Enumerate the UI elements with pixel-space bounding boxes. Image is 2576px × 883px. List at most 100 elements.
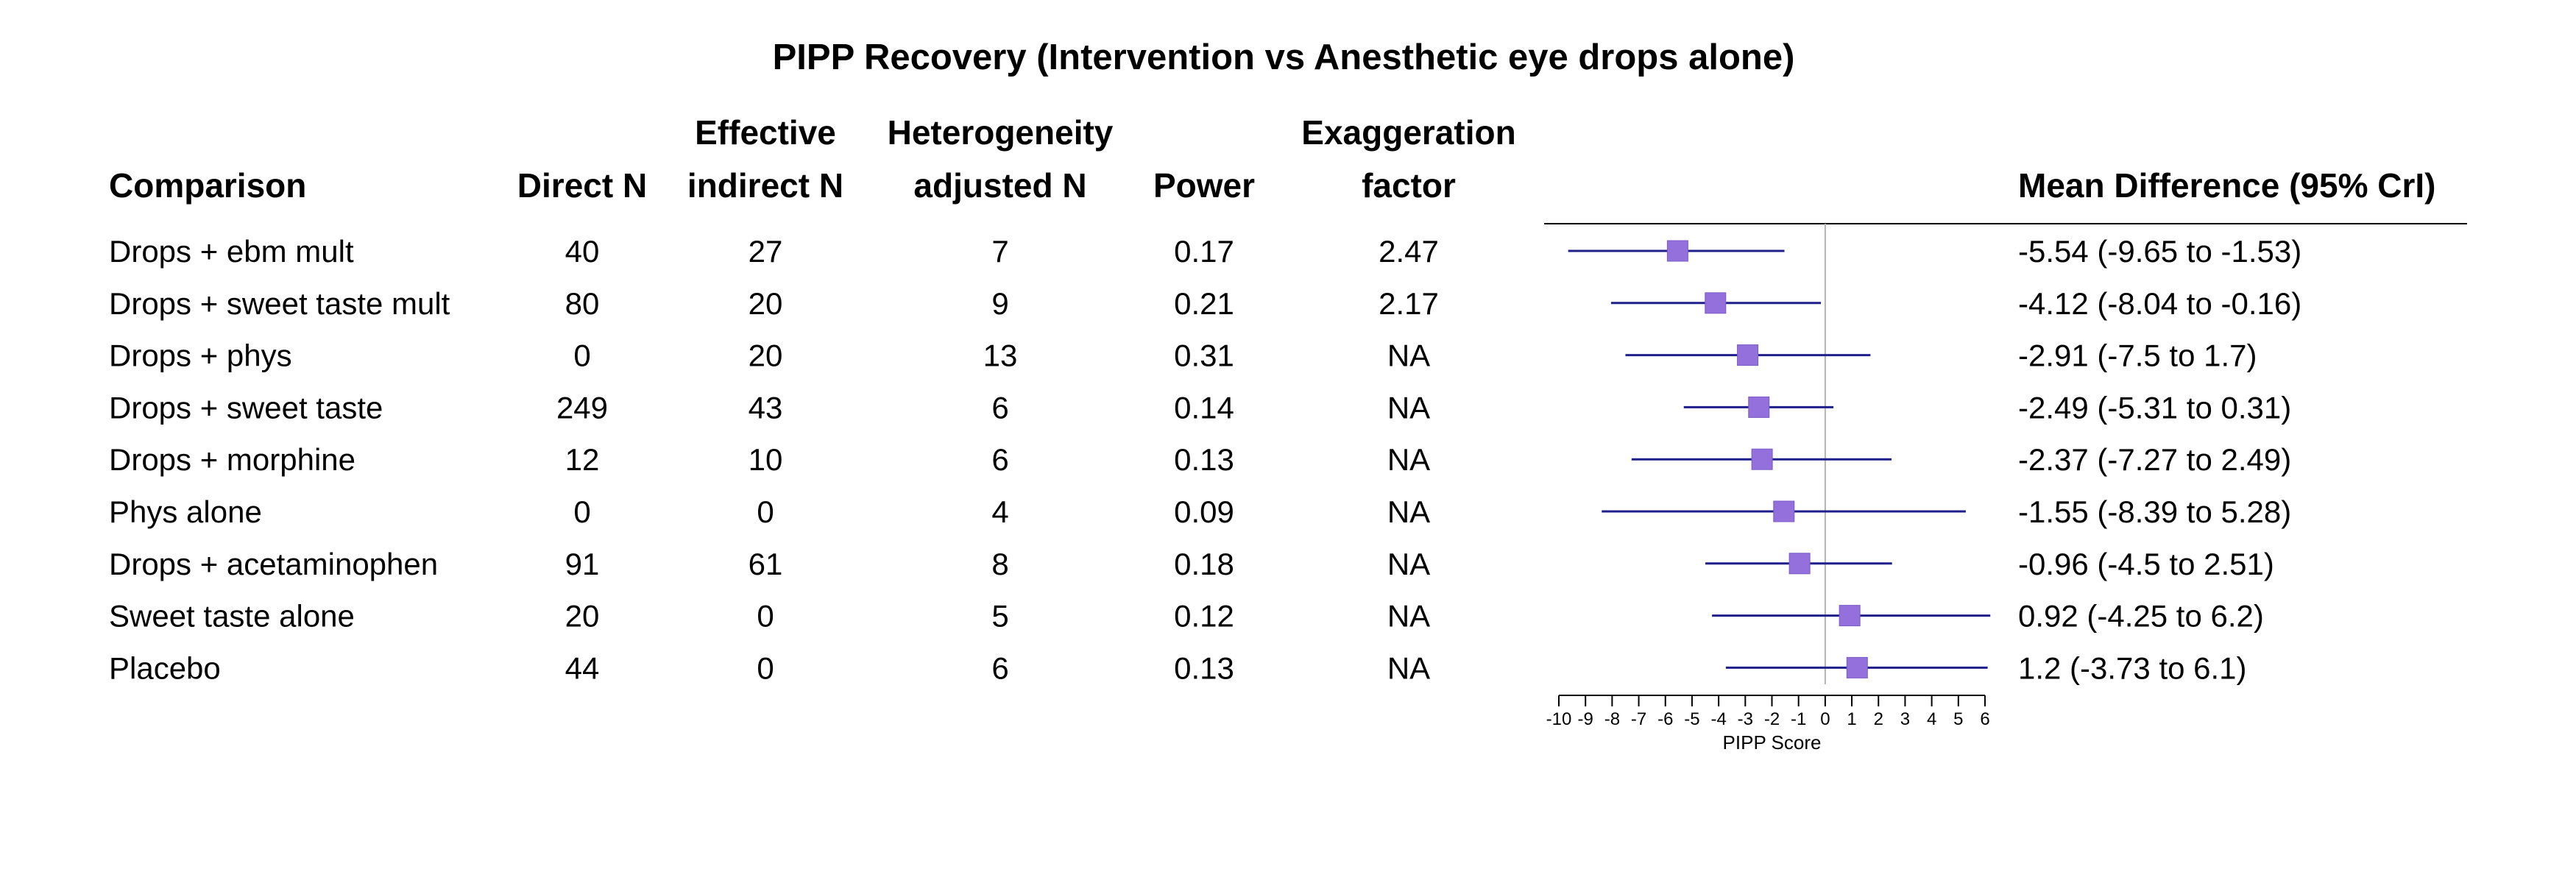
cell-direct-n: 0 — [573, 338, 590, 373]
point-estimate-marker — [1846, 656, 1868, 678]
cell-direct-n: 20 — [565, 599, 600, 634]
cell-power: 0.13 — [1174, 442, 1234, 477]
cell-direct-n: 40 — [565, 234, 600, 269]
cell-mean-difference: -2.37 (-7.27 to 2.49) — [2018, 442, 2291, 477]
cell-heterogeneity-adjusted-n: 6 — [991, 390, 1008, 425]
x-axis-tick-label: -6 — [1657, 709, 1673, 729]
header-exaggeration-factor-line1: Exaggeration — [1301, 113, 1515, 152]
x-axis-tick-label: -8 — [1604, 709, 1620, 729]
cell-mean-difference: -4.12 (-8.04 to -0.16) — [2018, 286, 2301, 321]
cell-direct-n: 12 — [565, 442, 600, 477]
header-heterogeneity-adjusted-n-line1: Heterogeneity — [888, 113, 1114, 152]
cell-heterogeneity-adjusted-n: 5 — [991, 599, 1008, 634]
cell-exaggeration-factor: NA — [1387, 390, 1430, 425]
x-axis-tick-label: -7 — [1631, 709, 1646, 729]
cell-direct-n: 44 — [565, 650, 600, 685]
cell-exaggeration-factor: NA — [1387, 494, 1430, 529]
x-axis-tick-label: -4 — [1710, 709, 1726, 729]
cell-heterogeneity-adjusted-n: 4 — [991, 494, 1008, 529]
header-power: Power — [1153, 166, 1255, 205]
cell-mean-difference: 0.92 (-4.25 to 6.2) — [2018, 599, 2264, 634]
x-axis-tick-label: -10 — [1546, 709, 1572, 729]
x-axis-tick-label: 5 — [1953, 709, 1963, 729]
cell-power: 0.21 — [1174, 286, 1234, 321]
cell-exaggeration-factor: NA — [1387, 599, 1430, 634]
cell-power: 0.18 — [1174, 547, 1234, 581]
cell-mean-difference: -2.49 (-5.31 to 0.31) — [2018, 390, 2291, 425]
header-comparison: Comparison — [109, 166, 306, 205]
cell-mean-difference: -2.91 (-7.5 to 1.7) — [2018, 338, 2257, 373]
cell-mean-difference: -0.96 (-4.5 to 2.51) — [2018, 547, 2274, 581]
cell-direct-n: 91 — [565, 547, 600, 581]
cell-power: 0.13 — [1174, 650, 1234, 685]
cell-heterogeneity-adjusted-n: 13 — [983, 338, 1018, 373]
cell-comparison: Placebo — [109, 650, 221, 685]
cell-exaggeration-factor: 2.17 — [1379, 286, 1439, 321]
header-direct-n: Direct N — [517, 166, 647, 205]
header-heterogeneity-adjusted-n-line2: adjusted N — [913, 166, 1086, 205]
x-axis-tick-label: 3 — [1900, 709, 1910, 729]
cell-effective-indirect-n: 20 — [749, 286, 783, 321]
cell-effective-indirect-n: 10 — [749, 442, 783, 477]
point-estimate-marker — [1705, 292, 1727, 314]
cell-effective-indirect-n: 0 — [757, 494, 774, 529]
header-effective-indirect-n-line2: indirect N — [687, 166, 843, 205]
point-estimate-marker — [1839, 605, 1861, 627]
cell-comparison: Drops + morphine — [109, 442, 355, 477]
cell-effective-indirect-n: 27 — [749, 234, 783, 269]
x-axis-tick-label: -3 — [1738, 709, 1753, 729]
chart-title: PIPP Recovery (Intervention vs Anestheti… — [773, 38, 1795, 77]
cell-direct-n: 80 — [565, 286, 600, 321]
cell-heterogeneity-adjusted-n: 9 — [991, 286, 1008, 321]
x-axis-tick-label: 2 — [1874, 709, 1883, 729]
cell-comparison: Phys alone — [109, 494, 262, 529]
header-exaggeration-factor-line2: factor — [1362, 166, 1456, 205]
x-axis-tick-label: 4 — [1927, 709, 1936, 729]
header-effective-indirect-n-line1: Effective — [695, 113, 836, 152]
cell-comparison: Drops + ebm mult — [109, 234, 354, 269]
cell-mean-difference: 1.2 (-3.73 to 6.1) — [2018, 650, 2247, 685]
cell-heterogeneity-adjusted-n: 6 — [991, 442, 1008, 477]
point-estimate-marker — [1737, 344, 1759, 366]
cell-exaggeration-factor: NA — [1387, 442, 1430, 477]
cell-comparison: Sweet taste alone — [109, 599, 355, 634]
cell-direct-n: 249 — [556, 390, 608, 425]
cell-effective-indirect-n: 43 — [749, 390, 783, 425]
cell-comparison: Drops + sweet taste — [109, 390, 383, 425]
cell-effective-indirect-n: 61 — [749, 547, 783, 581]
cell-comparison: Drops + acetaminophen — [109, 547, 438, 581]
cell-effective-indirect-n: 0 — [757, 599, 774, 634]
cell-effective-indirect-n: 0 — [757, 650, 774, 685]
header-mean-difference: Mean Difference (95% CrI) — [2018, 166, 2436, 205]
x-axis-tick-label: 1 — [1847, 709, 1856, 729]
x-axis-tick-label: -2 — [1764, 709, 1780, 729]
x-axis-tick-label: 0 — [1820, 709, 1830, 729]
cell-direct-n: 0 — [573, 494, 590, 529]
cell-power: 0.12 — [1174, 599, 1234, 634]
x-axis-tick-label: 6 — [1980, 709, 1989, 729]
cell-heterogeneity-adjusted-n: 6 — [991, 650, 1008, 685]
x-axis-label: PIPP Score — [1723, 731, 1822, 753]
point-estimate-marker — [1788, 553, 1811, 575]
cell-power: 0.09 — [1174, 494, 1234, 529]
point-estimate-marker — [1748, 396, 1770, 418]
cell-exaggeration-factor: NA — [1387, 650, 1430, 685]
cell-effective-indirect-n: 20 — [749, 338, 783, 373]
point-estimate-marker — [1666, 240, 1688, 262]
point-estimate-marker — [1751, 448, 1773, 470]
cell-exaggeration-factor: NA — [1387, 338, 1430, 373]
x-axis-tick-label: -9 — [1578, 709, 1593, 729]
cell-heterogeneity-adjusted-n: 8 — [991, 547, 1008, 581]
cell-comparison: Drops + phys — [109, 338, 292, 373]
cell-exaggeration-factor: 2.47 — [1379, 234, 1439, 269]
cell-mean-difference: -5.54 (-9.65 to -1.53) — [2018, 234, 2301, 269]
cell-power: 0.31 — [1174, 338, 1234, 373]
point-estimate-marker — [1773, 500, 1795, 522]
cell-exaggeration-factor: NA — [1387, 547, 1430, 581]
cell-mean-difference: -1.55 (-8.39 to 5.28) — [2018, 494, 2291, 529]
cell-power: 0.14 — [1174, 390, 1234, 425]
cell-heterogeneity-adjusted-n: 7 — [991, 234, 1008, 269]
cell-comparison: Drops + sweet taste mult — [109, 286, 450, 321]
